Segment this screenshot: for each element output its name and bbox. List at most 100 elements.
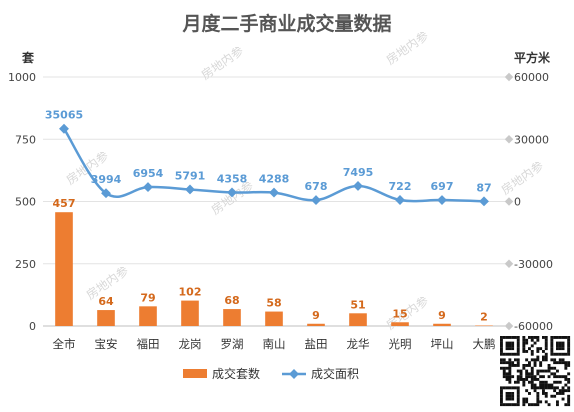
qr-module [564,364,568,367]
qr-module [553,336,557,339]
bar-value-label: 51 [350,298,365,311]
qr-module [522,350,526,353]
qr-module [542,355,545,359]
qr-module [550,383,554,387]
qr-module [556,341,559,345]
qr-module [525,389,529,393]
qr-module [533,341,537,345]
legend-bar-swatch [183,369,207,378]
bar-value-label: 79 [140,291,155,304]
qr-module [505,403,509,407]
qr-module [500,350,503,353]
qr-module [564,389,568,393]
bar [391,322,409,326]
qr-module [508,347,512,351]
line-point [143,182,153,193]
qr-module [539,375,543,379]
qr-module [567,338,571,342]
qr-module [561,344,565,348]
qr-module [567,394,571,398]
line-value-label: 722 [389,180,412,193]
qr-module [516,364,520,367]
line-value-label: 678 [305,180,328,193]
line-value-label: 7495 [343,166,374,179]
bar [55,212,73,326]
qr-module [542,383,545,387]
qr-module [516,336,520,339]
line-series: 35065 3994 6954 5791 4358 4288 678 7495 722 697 87 [45,109,492,207]
qr-module [516,394,520,398]
qr-module [544,386,548,390]
qr-module [544,400,548,404]
line-value-label: 3994 [91,173,122,186]
qr-module [522,338,526,342]
qr-module [522,344,526,348]
qr-module [500,352,503,356]
bar [97,310,115,326]
qr-module [502,366,506,370]
line-point [227,187,237,198]
qr-module [567,397,571,401]
qr-module [508,394,512,398]
qr-module [505,394,509,398]
qr-module [536,386,540,390]
qr-module [556,369,559,373]
qr-module [522,366,526,370]
qr-module [542,392,545,395]
qr-module [516,361,520,365]
category-label: 大鹏 [473,337,496,351]
qr-module [530,383,534,387]
qr-module [553,366,557,370]
qr-module [516,344,520,348]
bar-value-label: 58 [266,297,281,310]
qr-module [500,394,503,398]
qr-module [550,366,554,370]
qr-module [567,372,571,376]
line-point [59,123,69,134]
qr-module [525,397,529,401]
qr-module [530,350,534,353]
qr-module [553,358,557,362]
qr-module [556,375,559,379]
qr-module [539,383,543,387]
line-value-label: 6954 [133,167,164,180]
qr-module [550,347,554,351]
qr-module [508,361,512,365]
category-label: 南山 [263,337,286,351]
qr-module [522,400,526,404]
qr-module [561,352,565,356]
right-tick-marker [504,321,514,331]
qr-module [536,355,540,359]
qr-module [505,366,509,370]
qr-module [536,358,540,362]
qr-module [508,364,512,367]
qr-module [508,358,512,362]
qr-module [500,386,503,390]
right-tick-marker [504,197,514,206]
qr-module [522,403,526,407]
qr-module [556,361,559,365]
qr-module [514,336,517,339]
qr-module [550,344,554,348]
qr-module [528,364,531,367]
qr-module [530,338,534,342]
qr-module [553,380,557,384]
qr-module [544,347,548,351]
qr-module [525,369,529,373]
qr-module [511,352,515,356]
qr-module [530,344,534,348]
qr-module [528,347,531,351]
qr-module [502,358,506,362]
bar-value-label: 9 [438,309,446,322]
qr-module [536,336,540,339]
qr-module [544,394,548,398]
qr-module [530,358,534,362]
qr-module [511,347,515,351]
qr-module [505,352,509,356]
qr-module [508,369,512,373]
line-point [311,195,321,206]
bar-value-label: 15 [392,307,407,320]
qr-module [508,378,512,381]
qr-module [508,341,512,345]
qr-module [505,344,509,348]
